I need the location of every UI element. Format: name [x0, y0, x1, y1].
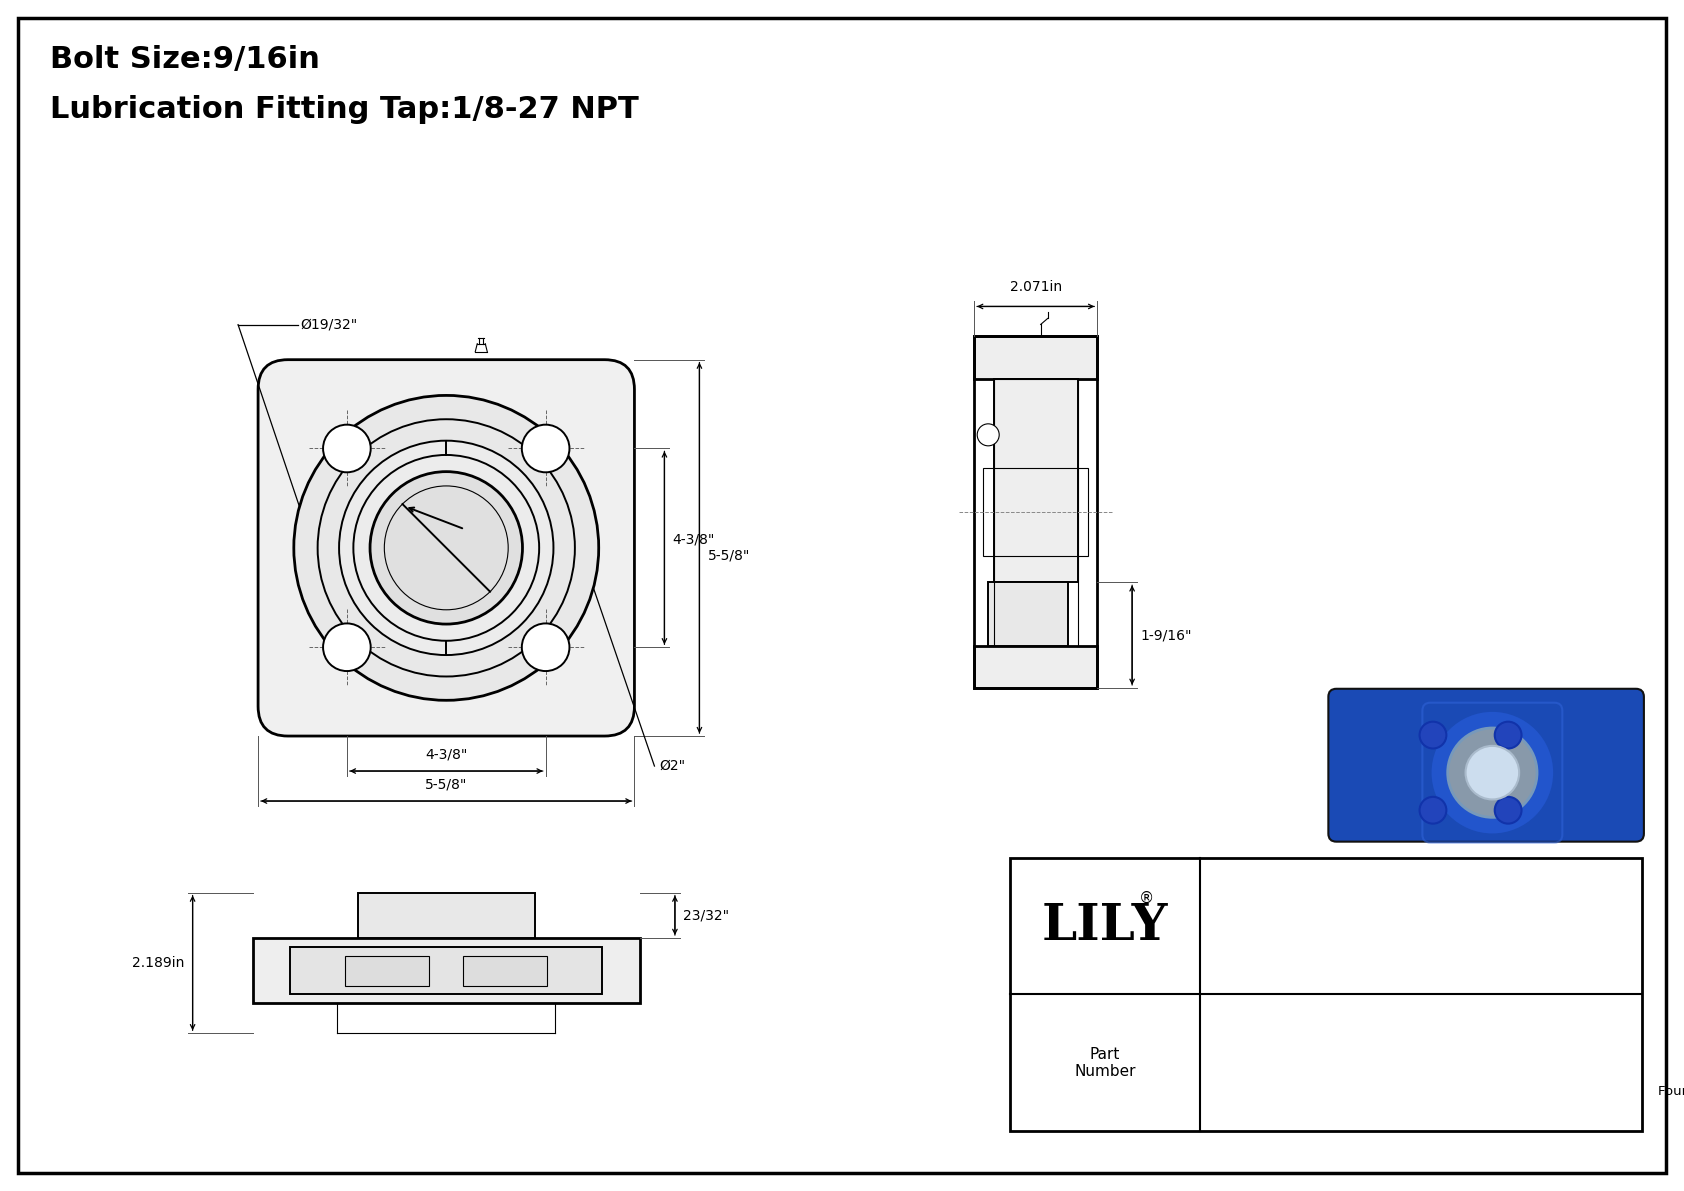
- Text: Four-Bolt Flange Bearing Accu-Loc Concentric Collar
Locking: Four-Bolt Flange Bearing Accu-Loc Concen…: [1659, 1085, 1684, 1112]
- Circle shape: [323, 623, 370, 671]
- Circle shape: [370, 472, 522, 624]
- Circle shape: [323, 425, 370, 473]
- Bar: [291, 947, 603, 994]
- Text: ®: ®: [1138, 891, 1154, 906]
- FancyBboxPatch shape: [1329, 688, 1644, 842]
- Bar: [989, 582, 1068, 646]
- Bar: [973, 336, 1098, 688]
- Circle shape: [1495, 722, 1522, 748]
- Circle shape: [1420, 722, 1447, 748]
- Bar: [994, 379, 1078, 582]
- Text: 2.071in: 2.071in: [1010, 280, 1061, 294]
- Text: Part
Number: Part Number: [1074, 1047, 1137, 1079]
- Bar: [1010, 858, 1642, 1131]
- Circle shape: [977, 424, 999, 445]
- Circle shape: [522, 425, 569, 473]
- Text: 5-5/8": 5-5/8": [707, 549, 749, 563]
- Circle shape: [293, 395, 600, 700]
- Text: Lubrication Fitting Tap:1/8-27 NPT: Lubrication Fitting Tap:1/8-27 NPT: [51, 95, 638, 124]
- Text: Ø19/32": Ø19/32": [300, 318, 357, 331]
- Bar: [359, 892, 536, 937]
- Bar: [983, 468, 1088, 556]
- FancyBboxPatch shape: [258, 360, 635, 736]
- Text: Ø2": Ø2": [660, 759, 685, 773]
- Bar: [463, 955, 547, 985]
- Bar: [973, 336, 1098, 379]
- Circle shape: [1448, 728, 1537, 817]
- Bar: [345, 955, 429, 985]
- Text: Bolt Size:9/16in: Bolt Size:9/16in: [51, 45, 320, 74]
- FancyBboxPatch shape: [1423, 703, 1563, 843]
- Circle shape: [338, 441, 554, 655]
- Circle shape: [1465, 746, 1519, 799]
- Circle shape: [1495, 797, 1522, 824]
- Text: LILY: LILY: [1042, 902, 1169, 950]
- Circle shape: [1430, 710, 1554, 835]
- Circle shape: [522, 623, 569, 671]
- Circle shape: [1420, 797, 1447, 824]
- Text: 4-3/8": 4-3/8": [424, 747, 468, 761]
- Bar: [253, 937, 640, 1003]
- Text: 23/32": 23/32": [684, 909, 729, 922]
- Text: 4-3/8": 4-3/8": [672, 532, 714, 547]
- Text: 2.189in: 2.189in: [133, 956, 185, 969]
- Text: 1-9/16": 1-9/16": [1140, 628, 1192, 642]
- Bar: [973, 646, 1098, 688]
- Text: 5-5/8": 5-5/8": [424, 777, 468, 791]
